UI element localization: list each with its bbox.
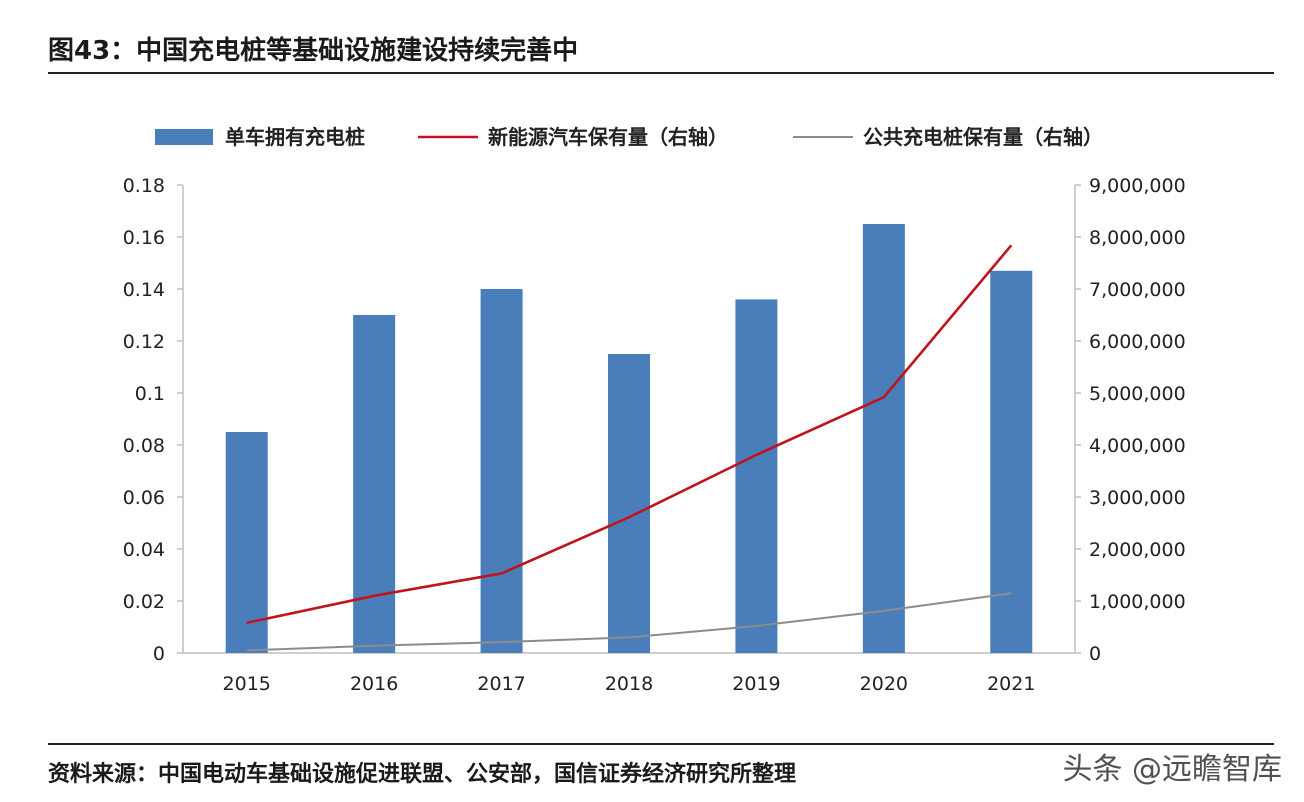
x-tick-label: 2015 <box>223 673 271 695</box>
right-tick-label: 7,000,000 <box>1089 279 1186 301</box>
right-tick-label: 4,000,000 <box>1089 435 1186 457</box>
x-tick-label: 2020 <box>860 673 908 695</box>
source-note: 资料来源：中国电动车基础设施促进联盟、公安部，国信证券经济研究所整理 <box>48 762 797 787</box>
left-tick-label: 0.02 <box>123 591 165 613</box>
x-tick-label: 2016 <box>350 673 398 695</box>
x-tick-label: 2018 <box>605 673 653 695</box>
left-tick-label: 0 <box>153 643 165 665</box>
x-tick-label: 2019 <box>732 673 780 695</box>
bar <box>862 224 905 653</box>
x-tick-label: 2017 <box>477 673 525 695</box>
footer-divider <box>48 743 1274 745</box>
line-series <box>246 244 1013 652</box>
left-tick-label: 0.14 <box>123 279 165 301</box>
title-divider <box>48 72 1274 74</box>
chart-title: 图43：中国充电桩等基础设施建设持续完善中 <box>48 36 579 66</box>
watermark-text: 头条 @远瞻智库 <box>1062 752 1282 787</box>
right-tick-label: 5,000,000 <box>1089 383 1186 405</box>
bar <box>225 432 268 653</box>
left-tick-label: 0.04 <box>123 539 165 561</box>
x-tick-label: 2021 <box>987 673 1035 695</box>
right-tick-label: 3,000,000 <box>1089 487 1186 509</box>
bar-series <box>225 224 1033 653</box>
left-tick-label: 0.12 <box>123 331 165 353</box>
left-tick-label: 0.1 <box>135 383 165 405</box>
legend-label: 公共充电桩保有量（右轴） <box>863 125 1103 149</box>
right-tick-label: 6,000,000 <box>1089 331 1186 353</box>
axes: 0 0.02 0.04 0.06 0.08 0.1 0.12 0.14 0.16 0.18 0 1,0… <box>123 175 1186 695</box>
bar <box>608 354 650 653</box>
legend-swatch-bar <box>155 129 213 145</box>
right-tick-label: 1,000,000 <box>1089 591 1186 613</box>
right-tick-label: 9,000,000 <box>1089 175 1186 197</box>
right-tick-label: 2,000,000 <box>1089 539 1186 561</box>
legend: 单车拥有充电桩 新能源汽车保有量（右轴） 公共充电桩保有量（右轴） <box>155 125 1103 149</box>
left-tick-label: 0.16 <box>123 227 165 249</box>
bar <box>990 270 1033 653</box>
bar <box>353 315 396 653</box>
left-tick-label: 0.08 <box>123 435 165 457</box>
bar <box>480 289 523 653</box>
legend-label: 单车拥有充电桩 <box>225 125 365 149</box>
combo-chart: 单车拥有充电桩 新能源汽车保有量（右轴） 公共充电桩保有量（右轴） 0 0.02 0.0… <box>123 125 1186 695</box>
legend-label: 新能源汽车保有量（右轴） <box>488 125 728 149</box>
left-tick-label: 0.06 <box>123 487 165 509</box>
right-tick-label: 0 <box>1089 643 1101 665</box>
bar <box>735 299 778 653</box>
right-tick-label: 8,000,000 <box>1089 227 1186 249</box>
left-tick-label: 0.18 <box>123 175 165 197</box>
